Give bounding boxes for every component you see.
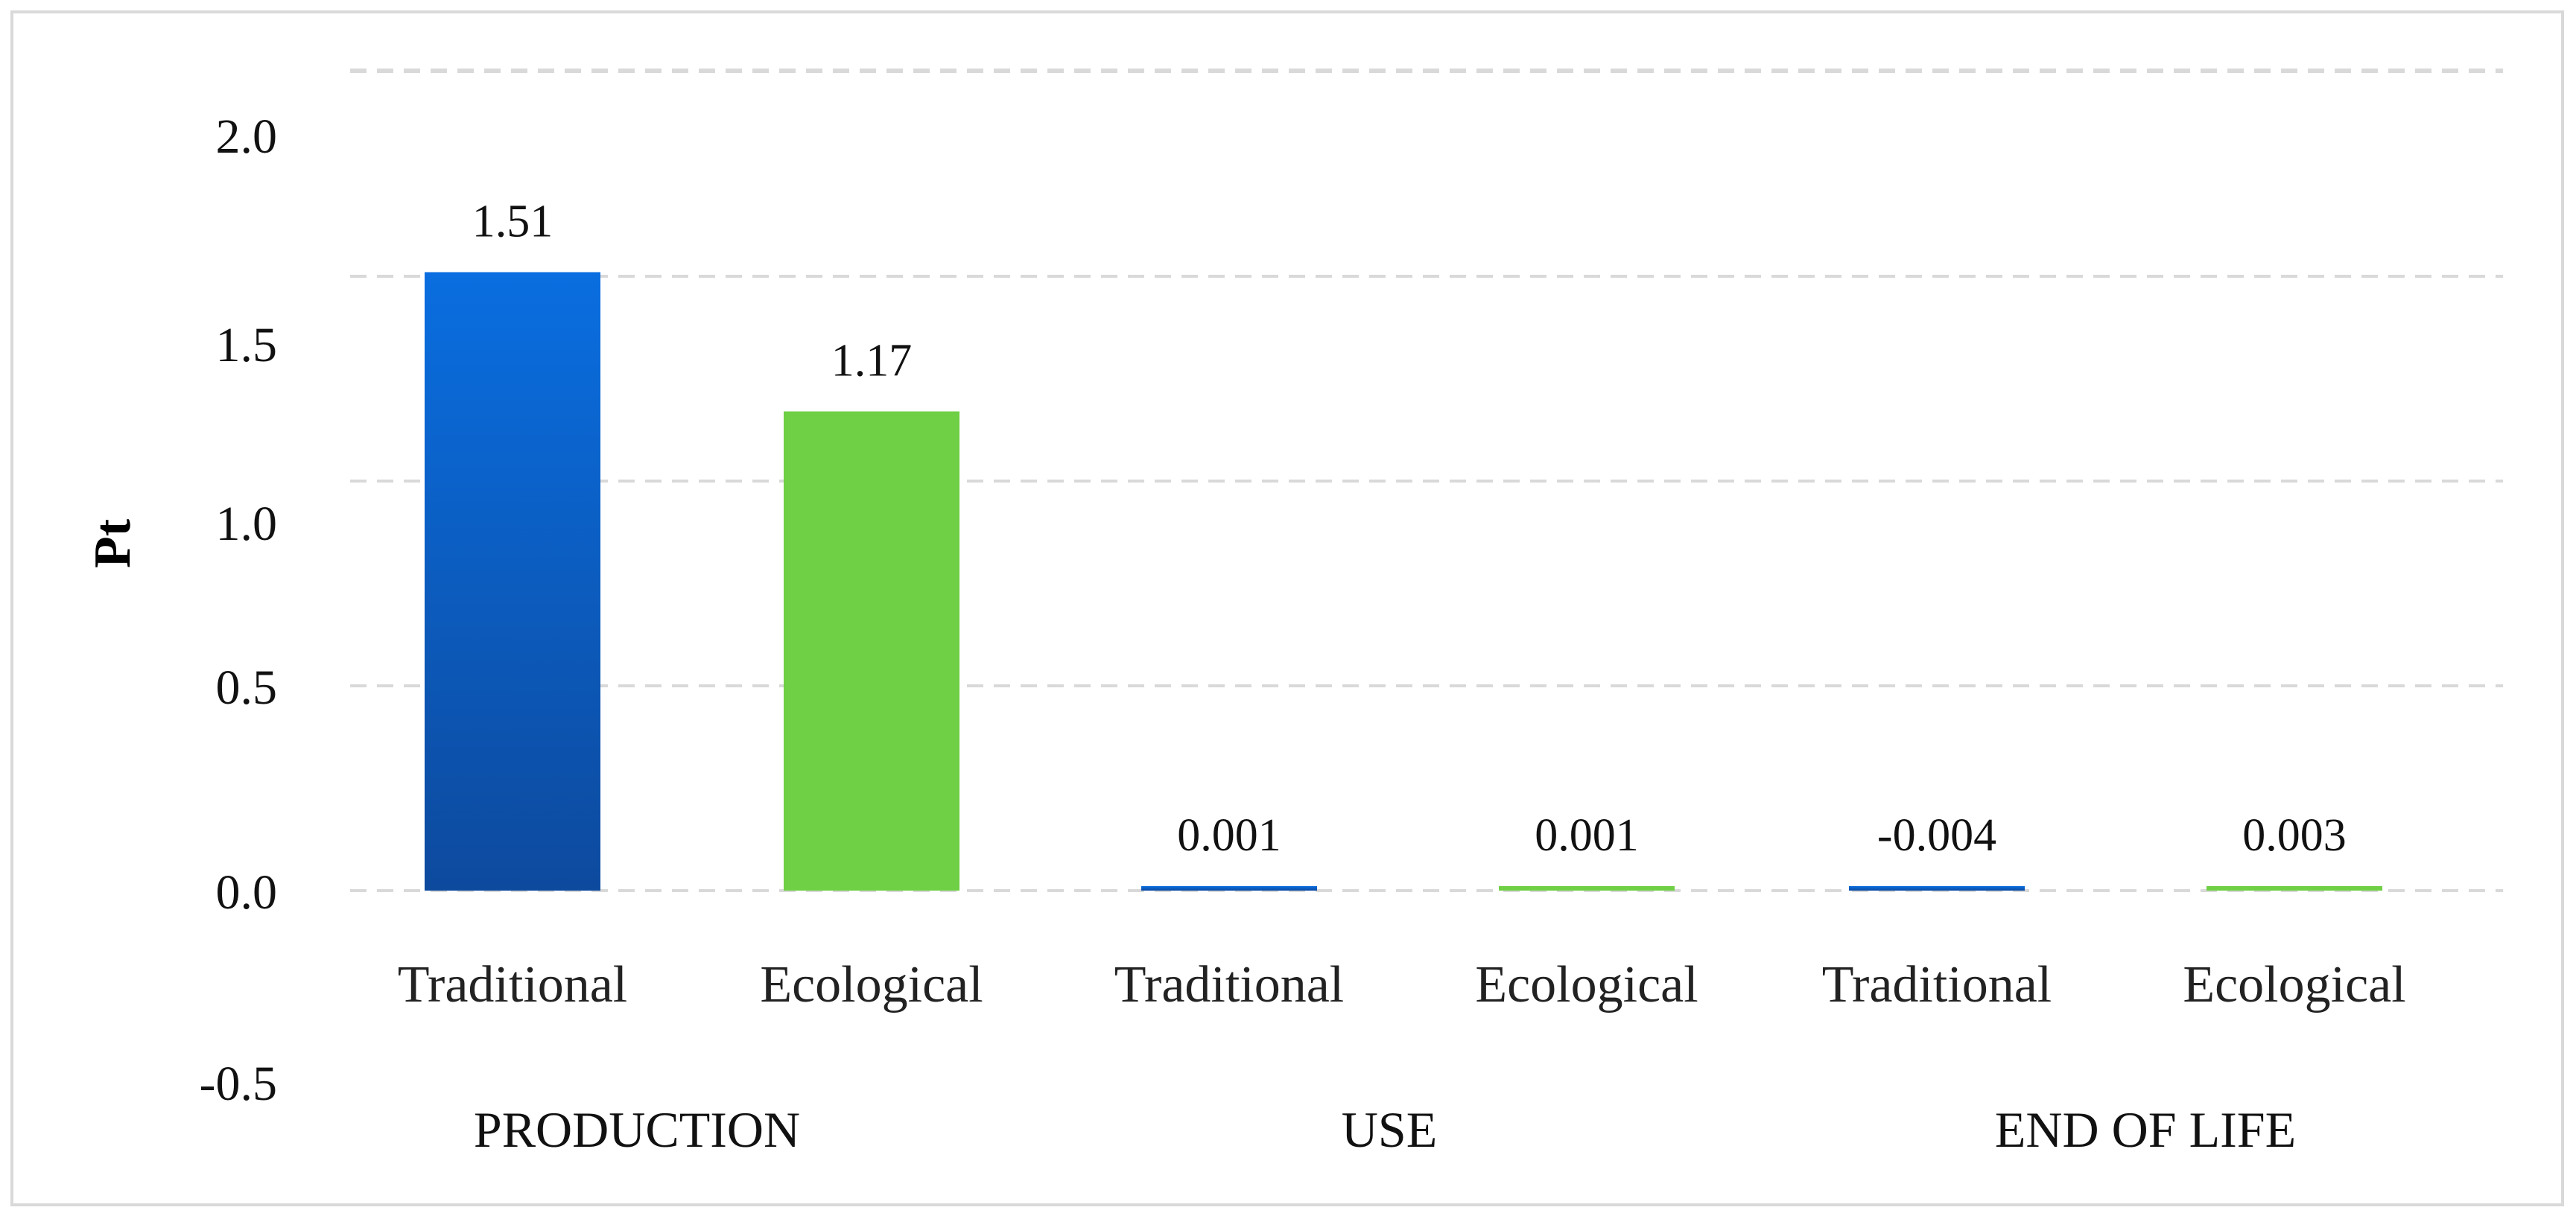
bars	[425, 272, 2382, 891]
y-axis-label: Pt	[84, 519, 142, 568]
category-label: Ecological	[760, 956, 983, 1013]
data-label: 0.001	[1535, 810, 1639, 861]
bar-end-of-life-ecological	[2207, 886, 2382, 891]
category-label: Traditional	[1822, 956, 2052, 1013]
category-labels: Traditional Ecological Traditional Ecologic…	[398, 956, 2406, 1013]
y-tick-label: 1.5	[216, 318, 278, 372]
y-tick-label: 2.0	[216, 109, 278, 164]
group-label: PRODUCTION	[474, 1101, 800, 1158]
category-label: Traditional	[398, 956, 628, 1013]
category-label: Ecological	[1475, 956, 1698, 1013]
category-label: Traditional	[1114, 956, 1345, 1013]
bar-production-traditional	[425, 272, 600, 891]
data-label: -0.004	[1877, 810, 1996, 861]
bar-end-of-life-traditional	[1849, 886, 2025, 891]
category-label: Ecological	[2183, 956, 2405, 1013]
bar-use-ecological	[1499, 886, 1675, 891]
group-label: END OF LIFE	[1995, 1101, 2296, 1158]
y-tick-label: 0.0	[216, 865, 278, 920]
data-label: 1.17	[831, 336, 913, 386]
y-axis-ticks: 2.0 1.5 1.0 0.5 0.0 -0.5	[200, 109, 277, 1111]
data-label: 0.001	[1177, 810, 1281, 861]
data-labels: 1.51 1.17 0.001 0.001 -0.004 0.003	[472, 197, 2347, 862]
group-label: USE	[1342, 1101, 1437, 1158]
y-tick-label: 0.5	[216, 661, 278, 715]
gridlines	[350, 69, 2503, 892]
y-tick-label: 1.0	[216, 497, 278, 551]
group-labels: PRODUCTION USE END OF LIFE	[474, 1101, 2296, 1158]
bar-production-ecological	[784, 411, 959, 891]
data-label: 1.51	[472, 197, 553, 247]
bar-use-traditional	[1141, 886, 1317, 891]
data-label: 0.003	[2242, 810, 2347, 861]
y-tick-label: -0.5	[200, 1057, 277, 1111]
